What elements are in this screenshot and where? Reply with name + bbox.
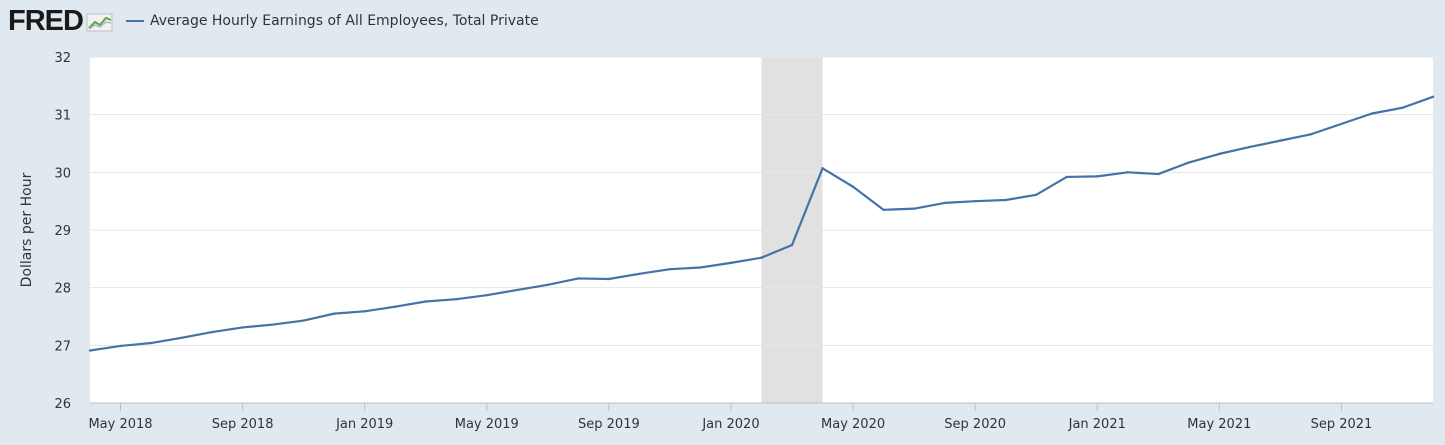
data-point[interactable] <box>668 268 672 271</box>
data-point[interactable] <box>882 208 885 212</box>
data-point[interactable] <box>821 167 824 170</box>
data-point[interactable] <box>1065 175 1068 179</box>
data-point[interactable] <box>912 207 916 210</box>
data-point[interactable] <box>455 298 458 301</box>
x-tick-label: Jan 2020 <box>701 417 759 432</box>
graph-logo-icon <box>86 13 113 32</box>
data-point[interactable] <box>1218 152 1221 156</box>
data-point[interactable] <box>485 293 488 297</box>
legend-label: Average Hourly Earnings of All Employees… <box>149 13 539 29</box>
data-point[interactable] <box>1401 106 1404 109</box>
x-tick-label: May 2019 <box>455 417 519 432</box>
data-point[interactable] <box>516 288 519 292</box>
data-point[interactable] <box>1309 133 1313 136</box>
data-point[interactable] <box>88 349 92 352</box>
y-axis-title: Dollars per Hour <box>19 172 35 287</box>
legend-entry[interactable]: Average Hourly Earnings of All Employees… <box>125 13 539 29</box>
x-tick-label: Jan 2021 <box>1068 417 1126 432</box>
data-point[interactable] <box>119 344 122 348</box>
data-point[interactable] <box>729 261 733 265</box>
data-point[interactable] <box>1126 171 1129 174</box>
y-tick-label: 27 <box>54 339 71 354</box>
data-point[interactable] <box>973 199 977 203</box>
y-tick-label: 29 <box>54 224 71 239</box>
data-point[interactable] <box>210 330 214 334</box>
data-point[interactable] <box>638 272 641 276</box>
x-tick-label: Jan 2019 <box>335 417 393 432</box>
data-point[interactable] <box>363 310 366 313</box>
x-tick-label: Sep 2021 <box>1311 417 1373 432</box>
data-point[interactable] <box>241 326 244 329</box>
data-point[interactable] <box>546 283 550 286</box>
x-tick-label: May 2020 <box>821 417 885 432</box>
legend-swatch <box>125 20 144 22</box>
data-point[interactable] <box>1279 139 1282 142</box>
data-point[interactable] <box>1248 145 1252 149</box>
data-point[interactable] <box>1096 175 1099 178</box>
data-point[interactable] <box>577 277 580 280</box>
data-point[interactable] <box>699 266 702 269</box>
x-tick-label: Sep 2019 <box>578 417 640 432</box>
data-point[interactable] <box>760 256 763 259</box>
chart-header: FRED Average Hourly Earnings of All Empl… <box>8 4 539 38</box>
x-tick-label: Sep 2020 <box>944 417 1006 432</box>
data-point[interactable] <box>1431 95 1435 98</box>
x-tick-label: Sep 2018 <box>212 417 274 432</box>
data-point[interactable] <box>332 312 336 315</box>
data-point[interactable] <box>149 341 153 345</box>
data-point[interactable] <box>1035 193 1038 197</box>
data-point[interactable] <box>424 300 427 303</box>
data-point[interactable] <box>180 336 183 340</box>
data-point[interactable] <box>302 319 305 322</box>
y-tick-label: 26 <box>54 397 71 412</box>
y-tick-label: 31 <box>54 109 71 124</box>
data-point[interactable] <box>271 323 275 326</box>
fred-logo[interactable]: FRED <box>8 4 84 37</box>
y-tick-label: 28 <box>54 282 71 297</box>
y-tick-label: 32 <box>54 51 71 66</box>
data-point[interactable] <box>790 243 794 247</box>
x-tick-label: May 2021 <box>1187 417 1251 432</box>
data-point[interactable] <box>1340 122 1343 126</box>
data-point[interactable] <box>1004 198 1007 202</box>
data-point[interactable] <box>943 201 946 205</box>
data-point[interactable] <box>1187 161 1191 164</box>
data-point[interactable] <box>851 185 855 188</box>
y-tick-label: 30 <box>54 166 71 181</box>
x-tick-label: May 2018 <box>88 417 152 432</box>
data-point[interactable] <box>607 277 611 281</box>
data-point[interactable] <box>1157 172 1160 176</box>
data-point[interactable] <box>394 305 397 308</box>
data-point[interactable] <box>1370 112 1374 115</box>
